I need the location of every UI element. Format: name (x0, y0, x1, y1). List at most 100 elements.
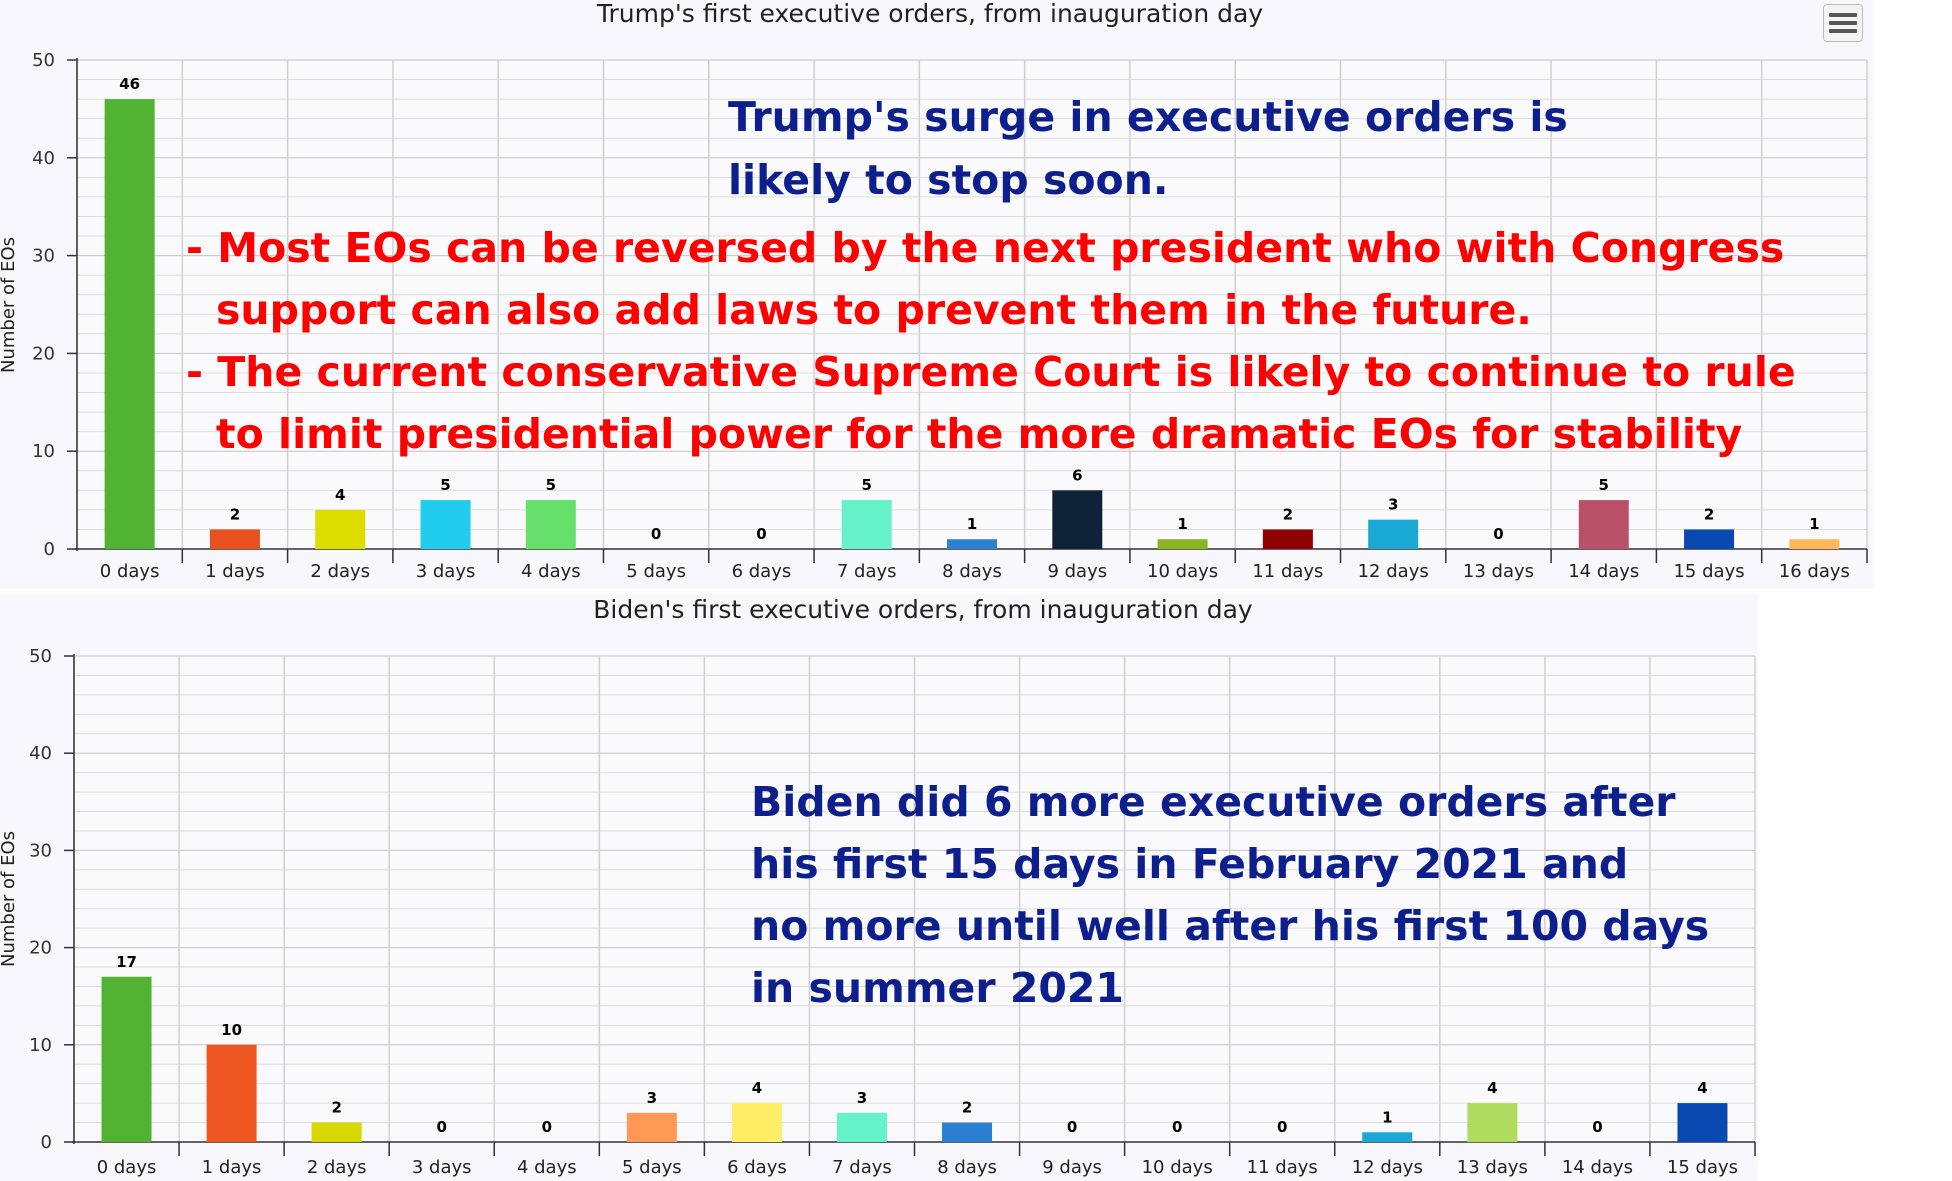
x-tick-label: 14 days (1568, 561, 1639, 582)
y-axis-label: Number of EOs (0, 237, 19, 373)
data-label: 2 (962, 1099, 972, 1117)
bar (947, 539, 997, 549)
bar (841, 500, 892, 549)
bar (315, 509, 366, 549)
x-tick-label: 16 days (1779, 561, 1850, 582)
data-label: 3 (647, 1089, 657, 1107)
bar (1368, 519, 1419, 549)
data-label: 2 (331, 1099, 341, 1117)
x-tick-label: 11 days (1247, 1157, 1318, 1178)
x-tick-label: 7 days (837, 561, 897, 582)
x-tick-label: 2 days (310, 561, 370, 582)
y-tick-label: 50 (32, 50, 55, 71)
data-label: 0 (542, 1118, 552, 1136)
biden-chart-panel: 0 10 20 30 40 50 0 days 17 1 days 10 2 days 2 3 days… (0, 594, 1758, 1181)
data-label: 0 (1067, 1118, 1077, 1136)
data-label: 5 (440, 476, 450, 494)
x-tick-label: 14 days (1562, 1157, 1633, 1178)
data-label: 6 (1072, 466, 1082, 484)
x-tick-label: 6 days (732, 561, 792, 582)
x-tick-label: 0 days (100, 561, 160, 582)
data-label: 0 (1592, 1118, 1602, 1136)
x-tick-label: 8 days (937, 1157, 997, 1178)
annotation-red-line: - The current conservative Supreme Court… (186, 348, 1796, 396)
data-label: 17 (116, 953, 137, 971)
bar (1362, 1132, 1413, 1142)
data-label: 3 (1388, 496, 1398, 514)
x-tick-label: 5 days (626, 561, 686, 582)
data-label: 0 (1493, 525, 1503, 543)
bar (1157, 539, 1208, 549)
bar (1052, 490, 1103, 549)
annotation-blue-line: in summer 2021 (751, 964, 1124, 1012)
x-tick-label: 7 days (832, 1157, 892, 1178)
y-tick-label: 0 (41, 1132, 52, 1153)
x-tick-label: 11 days (1252, 561, 1323, 582)
bar (101, 976, 152, 1142)
y-axis-label: Number of EOs (0, 831, 19, 967)
data-label: 2 (1283, 505, 1293, 523)
x-tick-label: 4 days (517, 1157, 577, 1178)
x-tick-label: 1 days (205, 561, 265, 582)
bar (311, 1122, 362, 1142)
y-tick-label: 10 (29, 1035, 52, 1056)
data-label: 0 (1277, 1118, 1287, 1136)
x-tick-label: 5 days (622, 1157, 682, 1178)
data-label: 4 (335, 486, 345, 504)
y-tick-label: 20 (29, 938, 52, 959)
y-tick-label: 40 (32, 148, 55, 169)
bar (1467, 1103, 1518, 1142)
x-tick-label: 10 days (1142, 1157, 1213, 1178)
annotation-red-line: to limit presidential power for the more… (216, 410, 1742, 458)
data-label: 0 (651, 525, 661, 543)
bar (209, 529, 260, 549)
x-tick-label: 15 days (1667, 1157, 1738, 1178)
chart-title: Biden's first executive orders, from ina… (593, 595, 1253, 624)
data-label: 0 (437, 1118, 447, 1136)
x-tick-label: 8 days (942, 561, 1002, 582)
data-label: 5 (546, 476, 556, 494)
x-tick-label: 6 days (727, 1157, 787, 1178)
data-label: 1 (967, 515, 977, 533)
y-tick-label: 30 (32, 246, 55, 267)
annotation-red-line: support can also add laws to prevent the… (216, 286, 1532, 334)
annotation-blue-line: no more until well after his first 100 d… (751, 902, 1709, 950)
y-tick-label: 20 (32, 343, 55, 364)
y-tick-label: 0 (44, 539, 55, 560)
trump-chart-panel: 0 10 20 30 40 50 0 days 46 1 days 2 2 days 4 3 days 5… (0, 0, 1873, 589)
data-label: 0 (1172, 1118, 1182, 1136)
data-label: 2 (1704, 505, 1714, 523)
data-label: 46 (119, 75, 140, 93)
annotation-blue-line: Biden did 6 more executive orders after (751, 778, 1676, 826)
bar (942, 1122, 993, 1142)
data-label: 1 (1177, 515, 1187, 533)
x-tick-label: 3 days (416, 561, 476, 582)
x-tick-label: 1 days (202, 1157, 262, 1178)
bar (1578, 500, 1629, 549)
bar (1677, 1103, 1728, 1142)
y-tick-label: 10 (32, 441, 55, 462)
x-tick-label: 9 days (1042, 1157, 1102, 1178)
data-label: 1 (1382, 1108, 1392, 1126)
data-label: 4 (1487, 1079, 1497, 1097)
x-tick-label: 3 days (412, 1157, 472, 1178)
x-tick-label: 9 days (1047, 561, 1107, 582)
x-tick-label: 0 days (97, 1157, 157, 1178)
data-label: 0 (756, 525, 766, 543)
x-tick-label: 4 days (521, 561, 581, 582)
annotation-blue-line: his first 15 days in February 2021 and (751, 840, 1628, 888)
bar (836, 1112, 887, 1142)
data-label: 4 (752, 1079, 762, 1097)
chart-menu-button[interactable] (1823, 4, 1863, 42)
data-label: 2 (230, 505, 240, 523)
hamburger-icon (1829, 13, 1857, 17)
bar (731, 1103, 782, 1142)
bar (1262, 529, 1313, 549)
bar (420, 500, 471, 549)
annotation-blue-line: Trump's surge in executive orders is (728, 93, 1568, 141)
bar (104, 99, 155, 550)
data-label: 10 (221, 1021, 242, 1039)
y-tick-label: 50 (29, 646, 52, 667)
